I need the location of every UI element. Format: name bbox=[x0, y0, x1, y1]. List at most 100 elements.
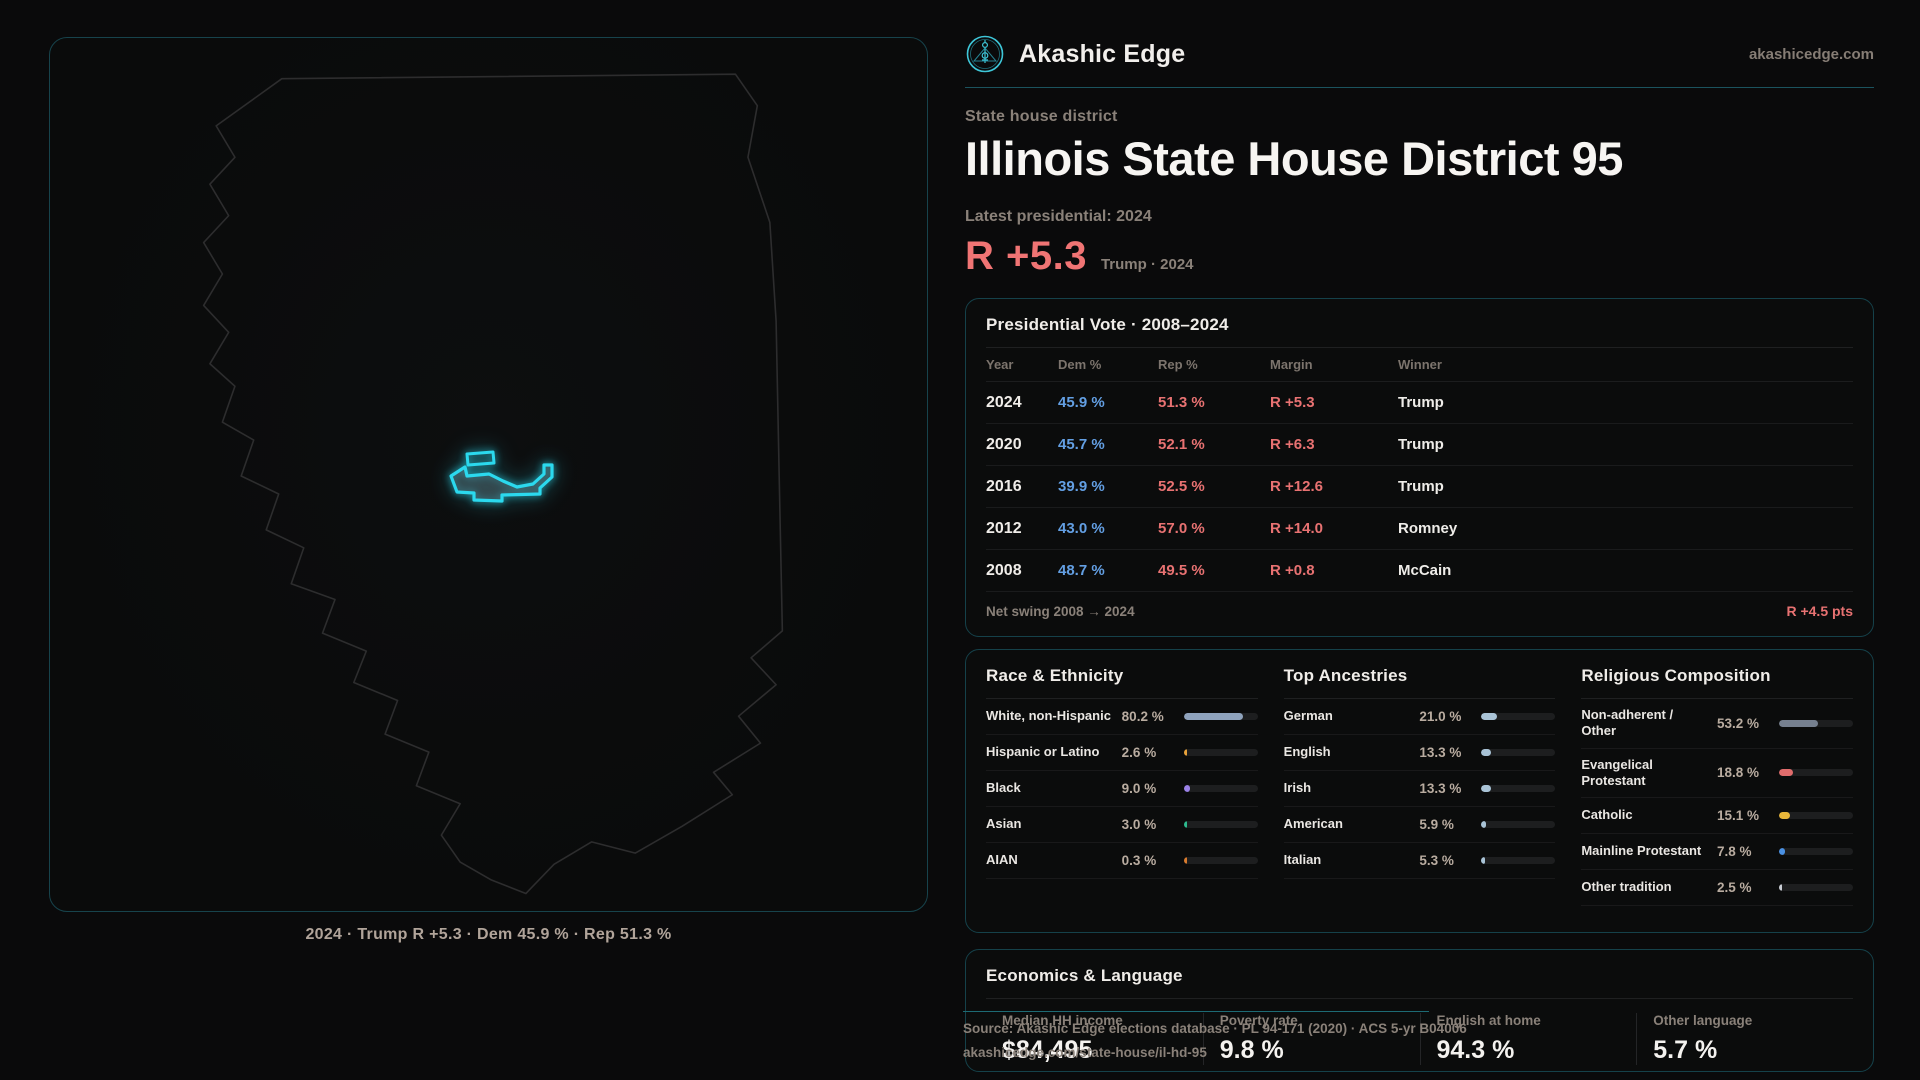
margin-context: Trump · 2024 bbox=[1100, 256, 1194, 273]
stat-value: 5.3 % bbox=[1419, 853, 1454, 868]
rep-cell: 49.5 % bbox=[1158, 562, 1205, 579]
district-shape[interactable] bbox=[449, 463, 554, 503]
stat-value: 2.6 % bbox=[1121, 745, 1157, 760]
map-caption: 2024 · Trump R +5.3 · Dem 45.9 % · Rep 5… bbox=[305, 926, 672, 943]
winner-cell: McCain bbox=[1398, 562, 1452, 579]
state-map-panel bbox=[49, 37, 928, 912]
stat-row: Evangelical Protestant 18.8 % bbox=[1581, 749, 1854, 798]
margin-cell: R +14.0 bbox=[1270, 520, 1323, 537]
dem-cell: 48.7 % bbox=[1058, 562, 1105, 579]
col-margin: Margin bbox=[1270, 357, 1313, 372]
stat-bar bbox=[1481, 857, 1556, 864]
stat-value: 94.3 % bbox=[1436, 1036, 1515, 1064]
dem-cell: 45.9 % bbox=[1058, 394, 1105, 411]
stat-row: German 21.0 % bbox=[1283, 699, 1556, 735]
margin-cell: R +5.3 bbox=[1270, 394, 1315, 411]
ancestries-title: Top Ancestries bbox=[1283, 666, 1408, 685]
stat-value: 5.7 % bbox=[1653, 1036, 1718, 1064]
winner-cell: Romney bbox=[1398, 520, 1458, 537]
rep-cell: 52.1 % bbox=[1158, 436, 1205, 453]
stat-label: Italian bbox=[1283, 852, 1322, 868]
table-row: 2024 45.9 % 51.3 % R +5.3 Trump bbox=[986, 382, 1853, 424]
page-title: Illinois State House District 95 bbox=[965, 132, 1623, 185]
stat-row: AIAN 0.3 % bbox=[986, 843, 1258, 879]
ancestries-section: Top Ancestries German 21.0 % English 13.… bbox=[1283, 666, 1556, 916]
divider bbox=[1581, 698, 1854, 699]
stat-row: Mainline Protestant 7.8 % bbox=[1581, 834, 1854, 870]
col-dem: Dem % bbox=[1058, 357, 1102, 372]
year-cell: 2008 bbox=[986, 561, 1022, 579]
stat-value: 9.0 % bbox=[1121, 781, 1157, 796]
dem-cell: 43.0 % bbox=[1058, 520, 1105, 537]
year-cell: 2024 bbox=[986, 393, 1022, 411]
stat-row: English 13.3 % bbox=[1283, 735, 1556, 771]
stat-row: White, non-Hispanic 80.2 % bbox=[986, 699, 1258, 735]
brand-name: Akashic Edge bbox=[1019, 39, 1186, 68]
margin-cell: R +12.6 bbox=[1270, 478, 1323, 495]
winner-cell: Trump bbox=[1398, 436, 1444, 453]
stat-row: Catholic 15.1 % bbox=[1581, 798, 1854, 834]
stat-value: 21.0 % bbox=[1419, 709, 1462, 724]
stat-poverty-rate: Poverty rate 9.8 % bbox=[1202, 1013, 1420, 1065]
net-swing-row: Net swing 2008 → 2024 R +4.5 pts bbox=[986, 592, 1853, 630]
stat-label: Mainline Protestant bbox=[1581, 843, 1702, 859]
header-divider bbox=[965, 87, 1874, 88]
stat-value: 13.3 % bbox=[1419, 781, 1462, 796]
stat-bar bbox=[1481, 821, 1556, 828]
stat-label: AIAN bbox=[986, 852, 1018, 868]
stat-row: Asian 3.0 % bbox=[986, 807, 1258, 843]
divider bbox=[1283, 698, 1556, 699]
economics-title: Economics & Language bbox=[986, 966, 1183, 985]
divider bbox=[986, 998, 1853, 999]
stat-label: Poverty rate bbox=[1219, 1013, 1298, 1028]
dem-cell: 45.7 % bbox=[1058, 436, 1105, 453]
winner-cell: Trump bbox=[1398, 394, 1444, 411]
stat-label: Hispanic or Latino bbox=[986, 744, 1100, 760]
stat-value: 18.8 % bbox=[1717, 765, 1760, 781]
stat-bar bbox=[1481, 749, 1556, 756]
stat-other-language: Other language 5.7 % bbox=[1636, 1013, 1853, 1065]
stat-label: English bbox=[1283, 744, 1331, 760]
stat-bar bbox=[1779, 769, 1854, 777]
stat-value: 13.3 % bbox=[1419, 745, 1462, 760]
district-type-label: State house district bbox=[965, 108, 1118, 125]
table-row: 2016 39.9 % 52.5 % R +12.6 Trump bbox=[986, 466, 1853, 508]
stat-label: Catholic bbox=[1581, 807, 1633, 823]
year-cell: 2012 bbox=[986, 519, 1022, 537]
year-cell: 2020 bbox=[986, 435, 1022, 453]
stat-label: Non-adherent / Other bbox=[1581, 707, 1674, 739]
brand-header: Akashic Edge akashicedge.com bbox=[965, 34, 1874, 74]
stat-bar bbox=[1183, 821, 1258, 828]
col-rep: Rep % bbox=[1158, 357, 1198, 372]
district-highlight[interactable] bbox=[445, 448, 567, 506]
stat-value: 7.8 % bbox=[1717, 844, 1752, 859]
akashic-edge-logo-icon bbox=[966, 35, 1004, 73]
illinois-state-outline bbox=[204, 74, 783, 893]
table-row: 2008 48.7 % 49.5 % R +0.8 McCain bbox=[986, 550, 1853, 592]
stat-bar bbox=[1183, 857, 1258, 864]
stat-row: Italian 5.3 % bbox=[1283, 843, 1556, 879]
stat-row: American 5.9 % bbox=[1283, 807, 1556, 843]
stat-row: Hispanic or Latino 2.6 % bbox=[986, 735, 1258, 771]
divider bbox=[986, 698, 1258, 699]
brand-domain: akashicedge.com bbox=[1748, 45, 1874, 63]
stat-value: 15.1 % bbox=[1717, 808, 1760, 823]
economics-stats: Median HH income $84,495 Poverty rate 9.… bbox=[986, 1013, 1853, 1065]
stat-value: 80.2 % bbox=[1121, 709, 1164, 724]
stat-value: 53.2 % bbox=[1717, 715, 1760, 731]
stat-median-income: Median HH income $84,495 bbox=[986, 1013, 1203, 1065]
stat-label: Median HH income bbox=[1002, 1013, 1123, 1028]
divider bbox=[986, 347, 1853, 348]
stat-label: Black bbox=[986, 780, 1021, 796]
illinois-outline-map bbox=[188, 63, 798, 898]
col-year: Year bbox=[986, 357, 1014, 372]
stat-label: Other tradition bbox=[1581, 879, 1672, 895]
stat-row: Other tradition 2.5 % bbox=[1581, 870, 1854, 906]
presidential-vote-panel: Presidential Vote · 2008–2024 Year Dem %… bbox=[965, 298, 1874, 637]
table-row: 2020 45.7 % 52.1 % R +6.3 Trump bbox=[986, 424, 1853, 466]
rep-cell: 52.5 % bbox=[1158, 478, 1205, 495]
rep-cell: 51.3 % bbox=[1158, 394, 1205, 411]
demographics-panel: Race & Ethnicity White, non-Hispanic 80.… bbox=[965, 649, 1874, 933]
stat-value: $84,495 bbox=[1002, 1036, 1093, 1064]
